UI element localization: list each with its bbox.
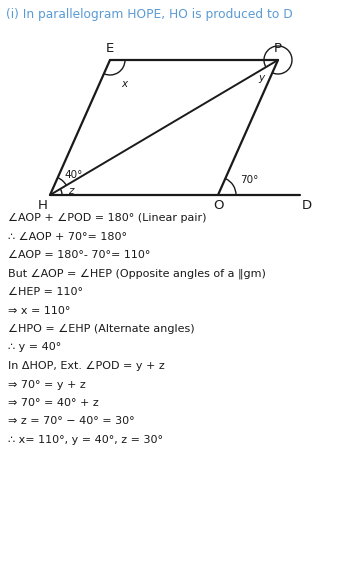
Text: D: D	[302, 199, 312, 212]
Text: E: E	[106, 42, 114, 55]
Text: y: y	[258, 73, 264, 84]
Text: ∠AOP = 180°- 70°= 110°: ∠AOP = 180°- 70°= 110°	[8, 250, 150, 260]
Text: ⇒ 70° = y + z: ⇒ 70° = y + z	[8, 379, 86, 389]
Text: ∴ x= 110°, y = 40°, z = 30°: ∴ x= 110°, y = 40°, z = 30°	[8, 435, 163, 445]
Text: ∠AOP + ∠POD = 180° (Linear pair): ∠AOP + ∠POD = 180° (Linear pair)	[8, 213, 207, 223]
Text: 70°: 70°	[240, 175, 259, 185]
Text: O: O	[213, 199, 223, 212]
Text: In ΔHOP, Ext. ∠POD = y + z: In ΔHOP, Ext. ∠POD = y + z	[8, 361, 165, 371]
Text: (i) In parallelogram HOPE, HO is produced to D: (i) In parallelogram HOPE, HO is produce…	[6, 8, 293, 21]
Text: P: P	[274, 42, 282, 55]
Text: ⇒ z = 70° − 40° = 30°: ⇒ z = 70° − 40° = 30°	[8, 416, 135, 426]
Text: ∴ ∠AOP + 70°= 180°: ∴ ∠AOP + 70°= 180°	[8, 232, 127, 241]
Text: ⇒ 70° = 40° + z: ⇒ 70° = 40° + z	[8, 398, 99, 408]
Text: 40°: 40°	[65, 169, 83, 180]
Text: ∠HEP = 110°: ∠HEP = 110°	[8, 287, 83, 297]
Text: ∠HPO = ∠EHP (Alternate angles): ∠HPO = ∠EHP (Alternate angles)	[8, 324, 195, 334]
Text: But ∠AOP = ∠HEP (Opposite angles of a ‖gm): But ∠AOP = ∠HEP (Opposite angles of a ‖g…	[8, 269, 266, 279]
Text: ⇒ x = 110°: ⇒ x = 110°	[8, 306, 70, 315]
Text: ∴ y = 40°: ∴ y = 40°	[8, 343, 61, 352]
Text: z: z	[68, 186, 74, 196]
Text: H: H	[38, 199, 48, 212]
Text: x: x	[121, 79, 127, 89]
